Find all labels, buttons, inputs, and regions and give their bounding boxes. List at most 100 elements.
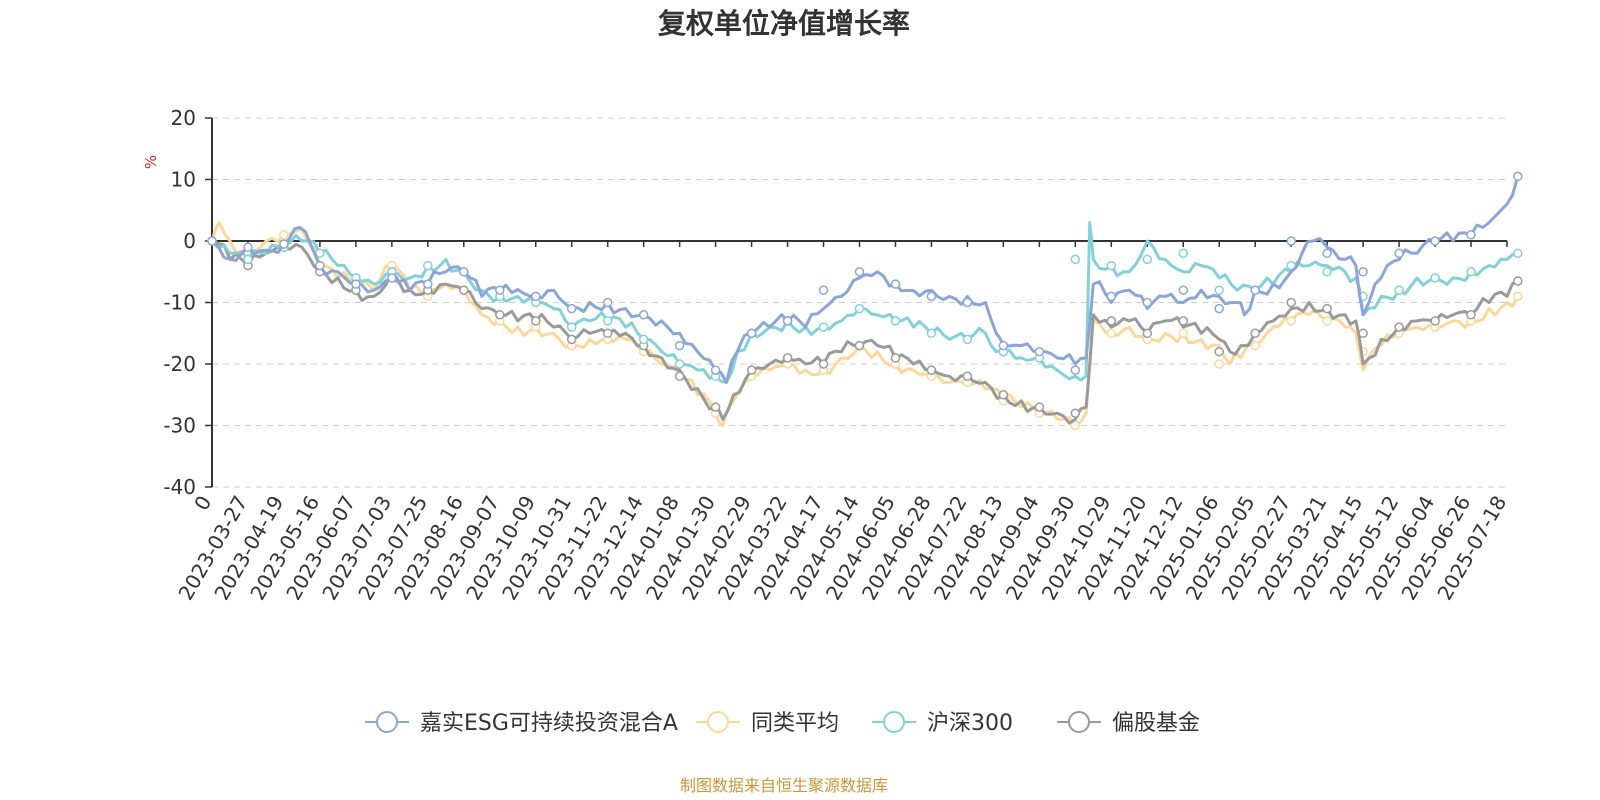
data-point [1466, 310, 1476, 320]
data-point [710, 402, 721, 412]
legend-item[interactable]: 嘉实ESG可持续投资混合A [365, 711, 678, 736]
data-point [818, 285, 829, 295]
series-line [210, 221, 1520, 427]
data-point [243, 254, 253, 265]
data-point [854, 303, 865, 314]
data-point [566, 334, 577, 345]
data-point [926, 365, 937, 375]
data-point [495, 285, 505, 295]
data-point [1322, 303, 1332, 314]
data-point [998, 390, 1009, 400]
data-point [1250, 285, 1260, 295]
legend-label: 嘉实ESG可持续投资混合A [420, 711, 678, 736]
data-point [459, 285, 469, 295]
y-tick-labels: 20 10 0 -10 -20 -30 -40 [163, 106, 196, 499]
data-point [854, 267, 865, 277]
data-point [1394, 322, 1404, 332]
data-point [279, 239, 289, 249]
legend-label: 沪深300 [927, 711, 1013, 736]
data-point [423, 260, 433, 271]
data-point [1513, 291, 1523, 302]
legend-item[interactable]: 沪深300 [872, 711, 1013, 736]
data-point [926, 328, 937, 339]
data-point [674, 340, 685, 351]
legend-marker [883, 711, 905, 733]
data-source-note: 制图数据来自恒生聚源数据库 [680, 776, 888, 795]
data-point [1070, 365, 1081, 375]
data-point [890, 279, 901, 289]
data-point [566, 322, 577, 332]
data-point [1430, 273, 1440, 283]
data-point [387, 273, 397, 283]
legend-item[interactable]: 同类平均 [696, 711, 839, 736]
data-point [1070, 408, 1081, 418]
data-point [1250, 340, 1260, 351]
data-point [818, 322, 829, 332]
series-line [210, 239, 1520, 425]
data-point [531, 316, 541, 326]
data-point [962, 297, 973, 308]
data-point [602, 316, 613, 326]
data-point [1178, 316, 1189, 326]
data-point [674, 371, 685, 382]
data-point [1513, 171, 1523, 182]
data-point [1034, 402, 1045, 412]
data-point [854, 340, 865, 351]
data-point [890, 353, 901, 363]
data-point [1286, 260, 1296, 271]
data-point [1430, 236, 1440, 246]
legend-marker [707, 711, 729, 733]
data-point [638, 334, 649, 345]
data-point [1430, 316, 1440, 326]
data-point [1178, 248, 1189, 259]
data-point [1358, 328, 1368, 339]
data-point [818, 359, 829, 369]
x-tick-labels: 02023-03-272023-04-192023-05-162023-06-0… [173, 492, 1511, 605]
series-line [210, 174, 1520, 384]
data-point [1178, 328, 1189, 339]
data-point [1322, 267, 1332, 277]
data-point [1214, 285, 1224, 295]
data-point [890, 316, 901, 326]
data-point [1070, 420, 1081, 431]
legend[interactable]: 嘉实ESG可持续投资混合A 同类平均 沪深300 偏股基金 [365, 711, 1200, 736]
legend-item[interactable]: 偏股基金 [1057, 711, 1200, 736]
data-point [1214, 346, 1224, 357]
data-point [926, 291, 937, 302]
grid-lines [212, 117, 1507, 488]
y-tick-label: -40 [163, 475, 196, 499]
y-tick-label: 20 [171, 106, 196, 130]
data-point [746, 328, 757, 339]
data-point [998, 340, 1009, 351]
data-point [1106, 316, 1117, 326]
data-point [1322, 316, 1332, 326]
data-point [962, 371, 973, 382]
legend-marker [376, 711, 398, 733]
y-axis-unit: % [142, 155, 160, 169]
series-line [210, 221, 1520, 384]
data-point [1286, 316, 1296, 326]
series-lines [207, 171, 1523, 431]
data-point [1106, 328, 1117, 339]
data-point [1466, 230, 1476, 240]
data-point [746, 365, 757, 375]
data-point [1286, 236, 1296, 246]
data-point [638, 310, 649, 320]
data-point [1513, 248, 1523, 259]
data-point [710, 365, 721, 375]
data-point [207, 236, 217, 246]
data-point [782, 316, 793, 326]
data-point [423, 279, 433, 289]
data-point [1214, 359, 1224, 369]
data-point [1034, 346, 1045, 357]
data-point [1178, 285, 1189, 295]
legend-label: 偏股基金 [1112, 711, 1200, 736]
y-tick-label: 0 [183, 229, 196, 253]
data-point [1513, 276, 1523, 286]
data-point [782, 353, 793, 363]
data-point [279, 230, 289, 240]
data-point [1286, 297, 1296, 308]
data-point [495, 310, 505, 320]
x-tick-label: 0 [189, 492, 216, 515]
data-point [602, 328, 613, 339]
